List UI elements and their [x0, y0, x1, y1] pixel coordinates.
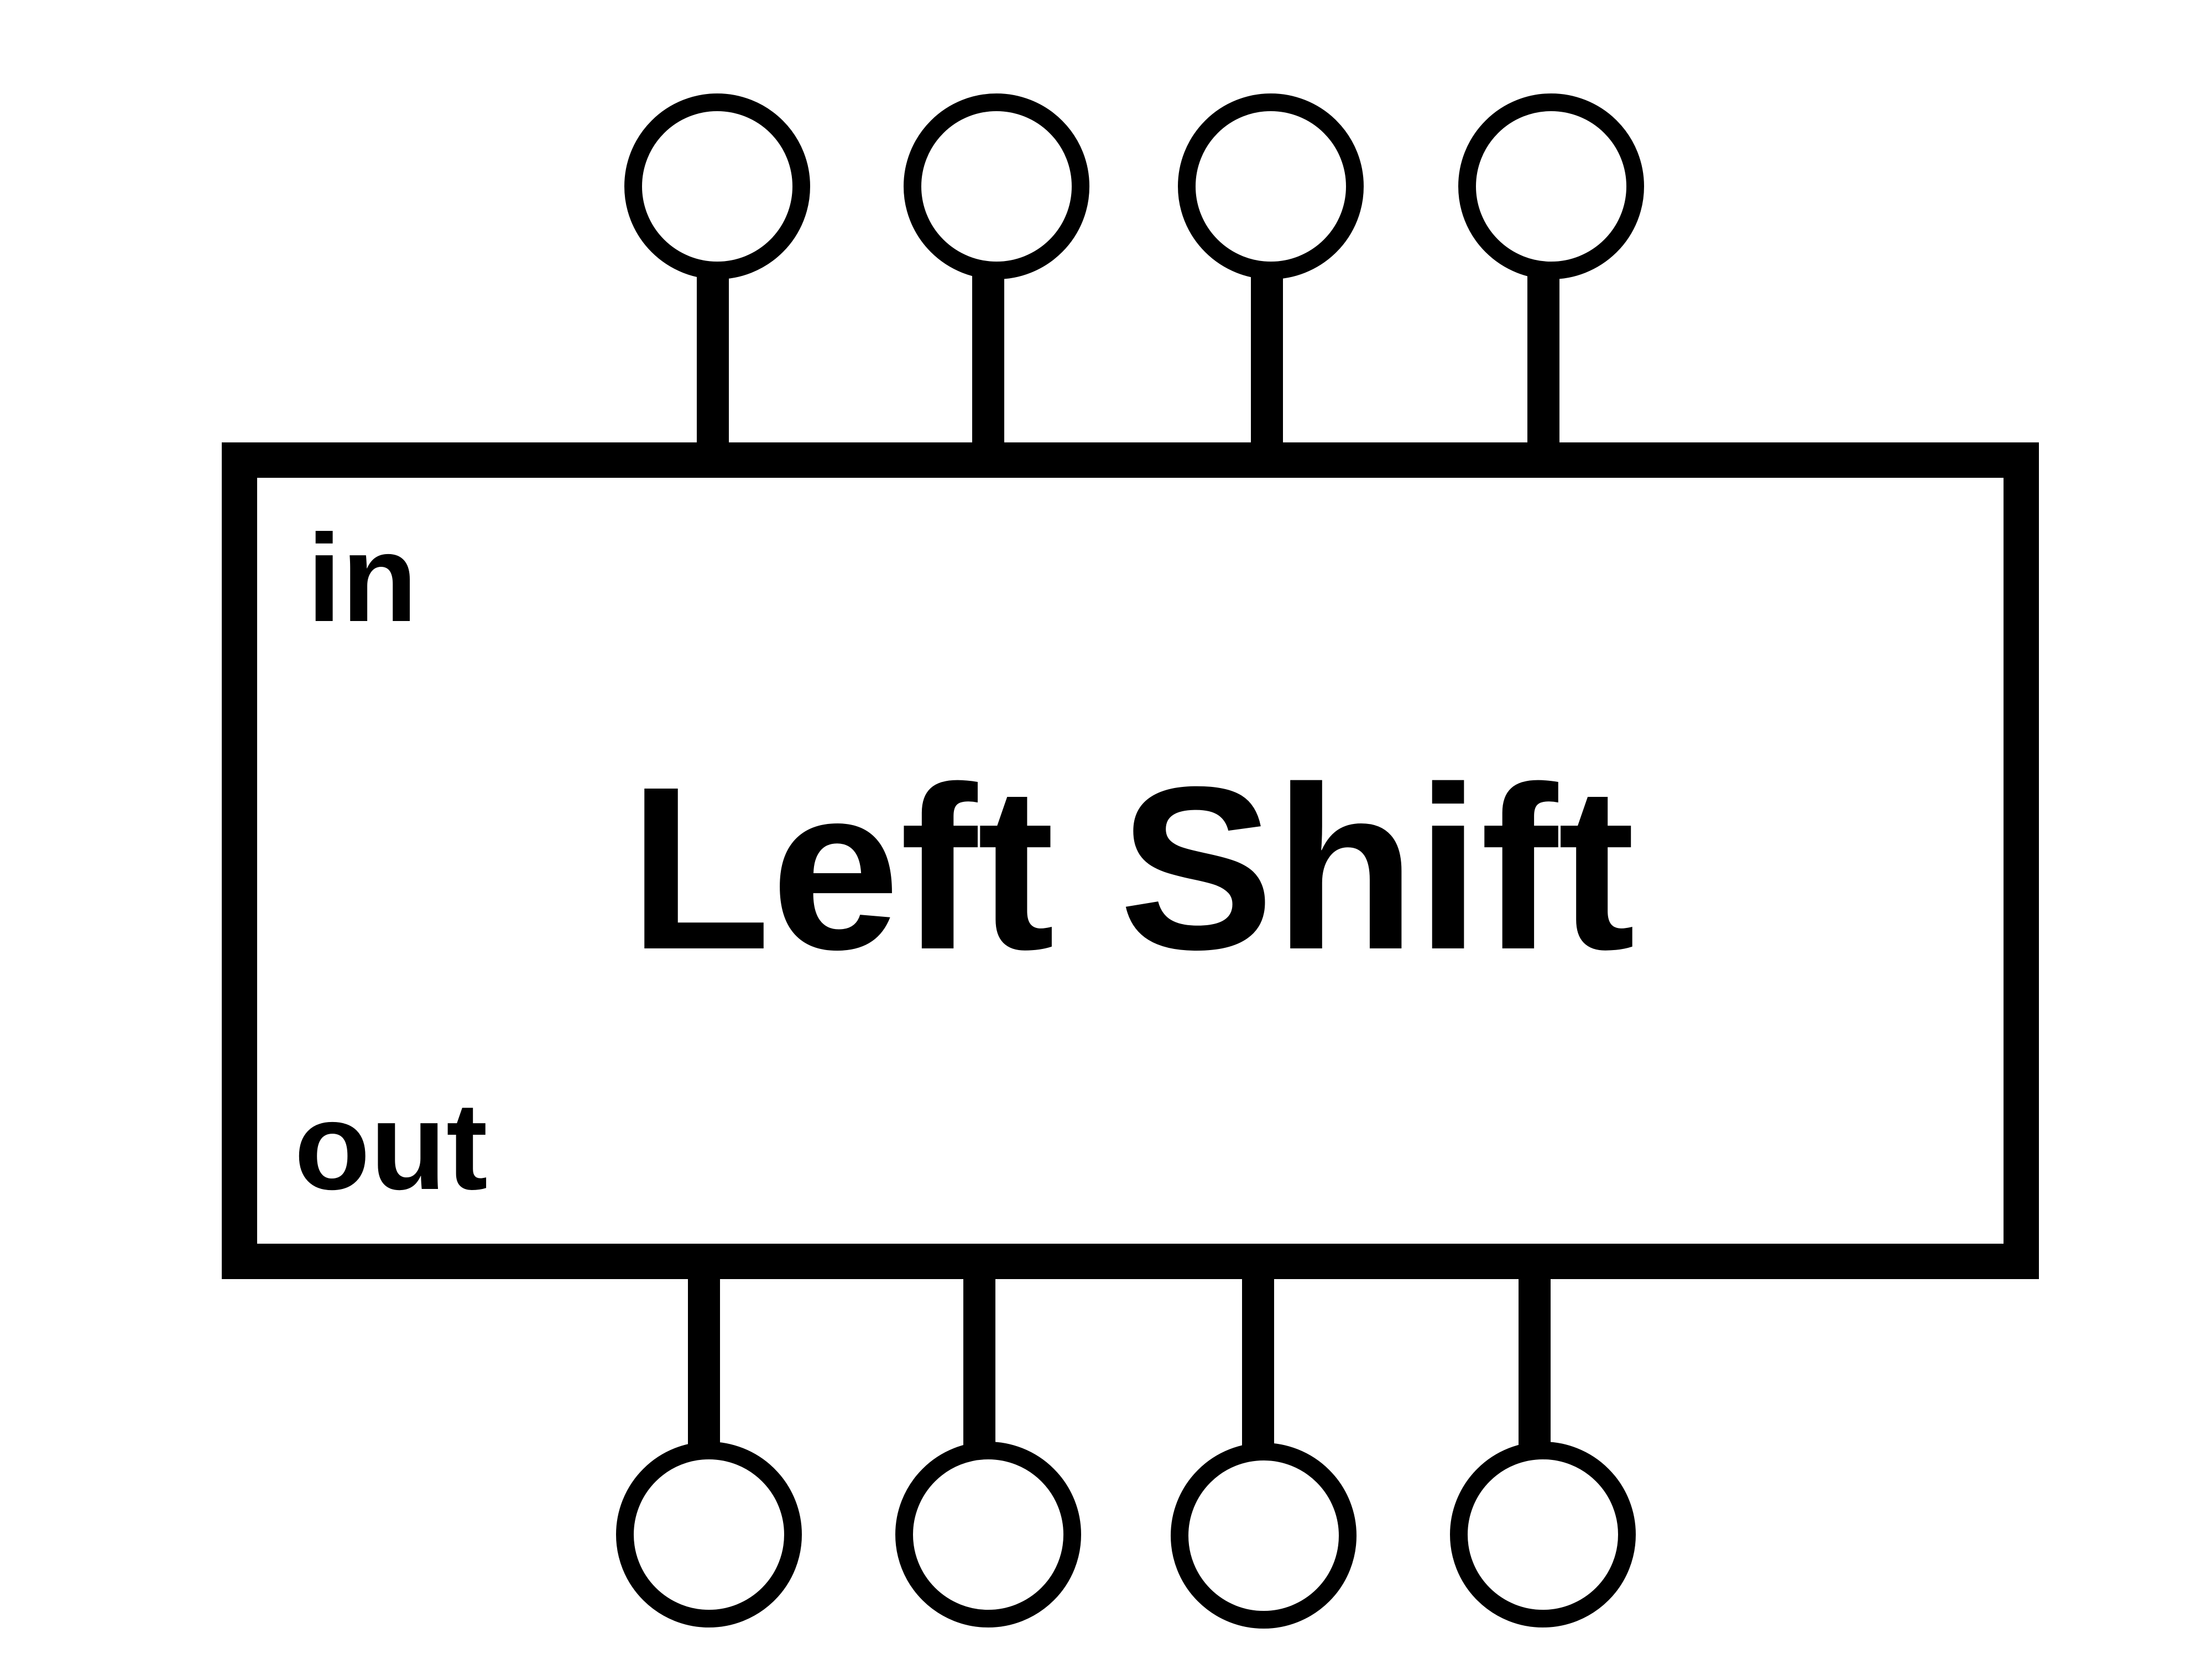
- output-pin-4-circle: [1450, 1442, 1636, 1627]
- input-pin-3: [1178, 93, 1364, 453]
- input-pin-1: [624, 93, 810, 453]
- input-pin-2-circle: [904, 93, 1089, 279]
- output-pin-1: [616, 1272, 802, 1627]
- input-pin-4-circle: [1458, 93, 1644, 279]
- output-pin-3-stem: [1242, 1272, 1274, 1454]
- output-pin-3-circle: [1171, 1443, 1357, 1629]
- input-pin-3-circle: [1178, 93, 1364, 279]
- block-title: Left Shift: [629, 739, 1635, 998]
- input-pin-2-stem: [972, 265, 1004, 453]
- output-pin-4: [1450, 1272, 1636, 1627]
- input-pin-2: [904, 93, 1089, 453]
- input-pin-3-stem: [1251, 265, 1283, 453]
- output-pin-2-circle: [895, 1442, 1081, 1627]
- output-pin-2-stem: [963, 1272, 995, 1454]
- output-pin-4-stem: [1519, 1272, 1551, 1454]
- output-port-label: out: [294, 1076, 488, 1215]
- input-pins: [624, 93, 1644, 453]
- output-pin-3: [1171, 1272, 1357, 1629]
- input-pin-4: [1458, 93, 1644, 453]
- input-pin-4-stem: [1527, 265, 1559, 453]
- left-shift-block: [222, 442, 2039, 1279]
- output-pin-2: [895, 1272, 1081, 1627]
- input-pin-1-stem: [697, 265, 729, 453]
- input-pin-1-circle: [624, 93, 810, 279]
- output-pin-1-circle: [616, 1442, 802, 1627]
- output-pins: [616, 1272, 1636, 1629]
- input-port-label: in: [307, 508, 418, 648]
- output-pin-1-stem: [688, 1272, 720, 1454]
